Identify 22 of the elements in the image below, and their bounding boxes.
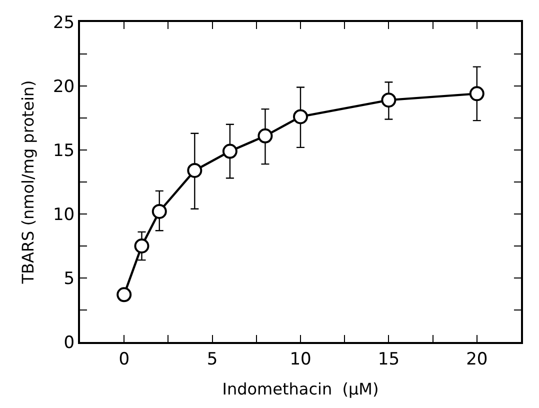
x-tick-label: 0 — [118, 349, 130, 370]
x-tick-label: 5 — [206, 349, 218, 370]
y-tick-label: 25 — [52, 12, 75, 33]
x-tick-label: 20 — [466, 349, 488, 370]
y-tick-label: 10 — [52, 204, 75, 225]
point — [187, 162, 202, 178]
x-tick-label: 10 — [290, 349, 312, 370]
y-axis-title: TBARS (nmol/mg protein) — [18, 80, 38, 285]
y-tick-label: 20 — [52, 76, 75, 97]
point — [116, 287, 132, 302]
point — [293, 109, 308, 124]
point — [222, 144, 238, 159]
y-tick-label: 5 — [64, 268, 75, 289]
point — [152, 204, 167, 219]
point — [134, 238, 150, 254]
point — [469, 86, 484, 102]
point — [258, 128, 273, 144]
x-axis-title: Indomethacin (μM) — [222, 380, 379, 399]
y-tick-label: 0 — [64, 332, 75, 353]
x-tick-label: 15 — [378, 349, 400, 370]
point — [381, 92, 396, 108]
y-tick-label: 15 — [52, 140, 75, 161]
